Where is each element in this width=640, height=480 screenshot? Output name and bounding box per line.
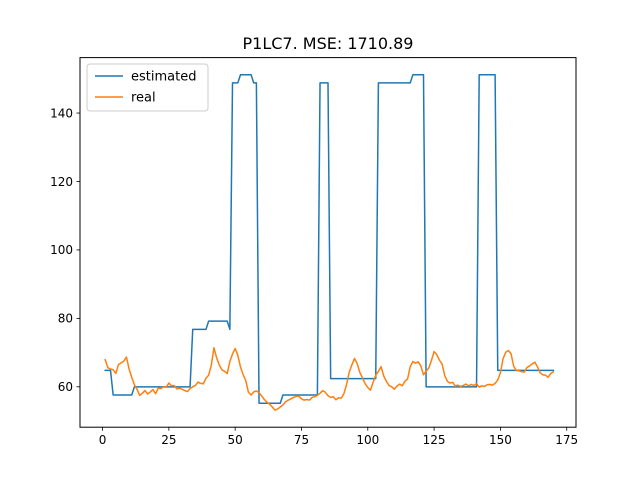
- chart-title: P1LC7. MSE: 1710.89: [243, 34, 414, 53]
- x-tick-label: 25: [161, 433, 176, 447]
- legend: estimated real: [86, 63, 209, 112]
- x-tick-label: 175: [555, 433, 578, 447]
- y-tick-label: 120: [50, 175, 73, 189]
- y-tick-label: 140: [50, 106, 73, 120]
- x-tick-label: 50: [228, 433, 243, 447]
- series-layer: [104, 73, 555, 411]
- x-axis: 0 25 50 75 100 125 150 175: [99, 427, 578, 447]
- x-tick-label: 150: [489, 433, 512, 447]
- series-line-real: [104, 347, 555, 411]
- x-tick-label: 100: [356, 433, 379, 447]
- series-line-estimated: [104, 73, 555, 404]
- legend-label-real: real: [131, 91, 156, 106]
- y-tick-label: 100: [50, 243, 73, 257]
- y-tick-label: 80: [58, 312, 73, 326]
- plot-frame: [79, 57, 577, 428]
- x-tick-label: 0: [99, 433, 107, 447]
- y-axis: 60 80 100 120 140: [50, 106, 80, 394]
- x-tick-label: 125: [423, 433, 446, 447]
- x-tick-label: 75: [294, 433, 309, 447]
- legend-label-estimated: estimated: [131, 70, 196, 85]
- y-tick-label: 60: [58, 380, 73, 394]
